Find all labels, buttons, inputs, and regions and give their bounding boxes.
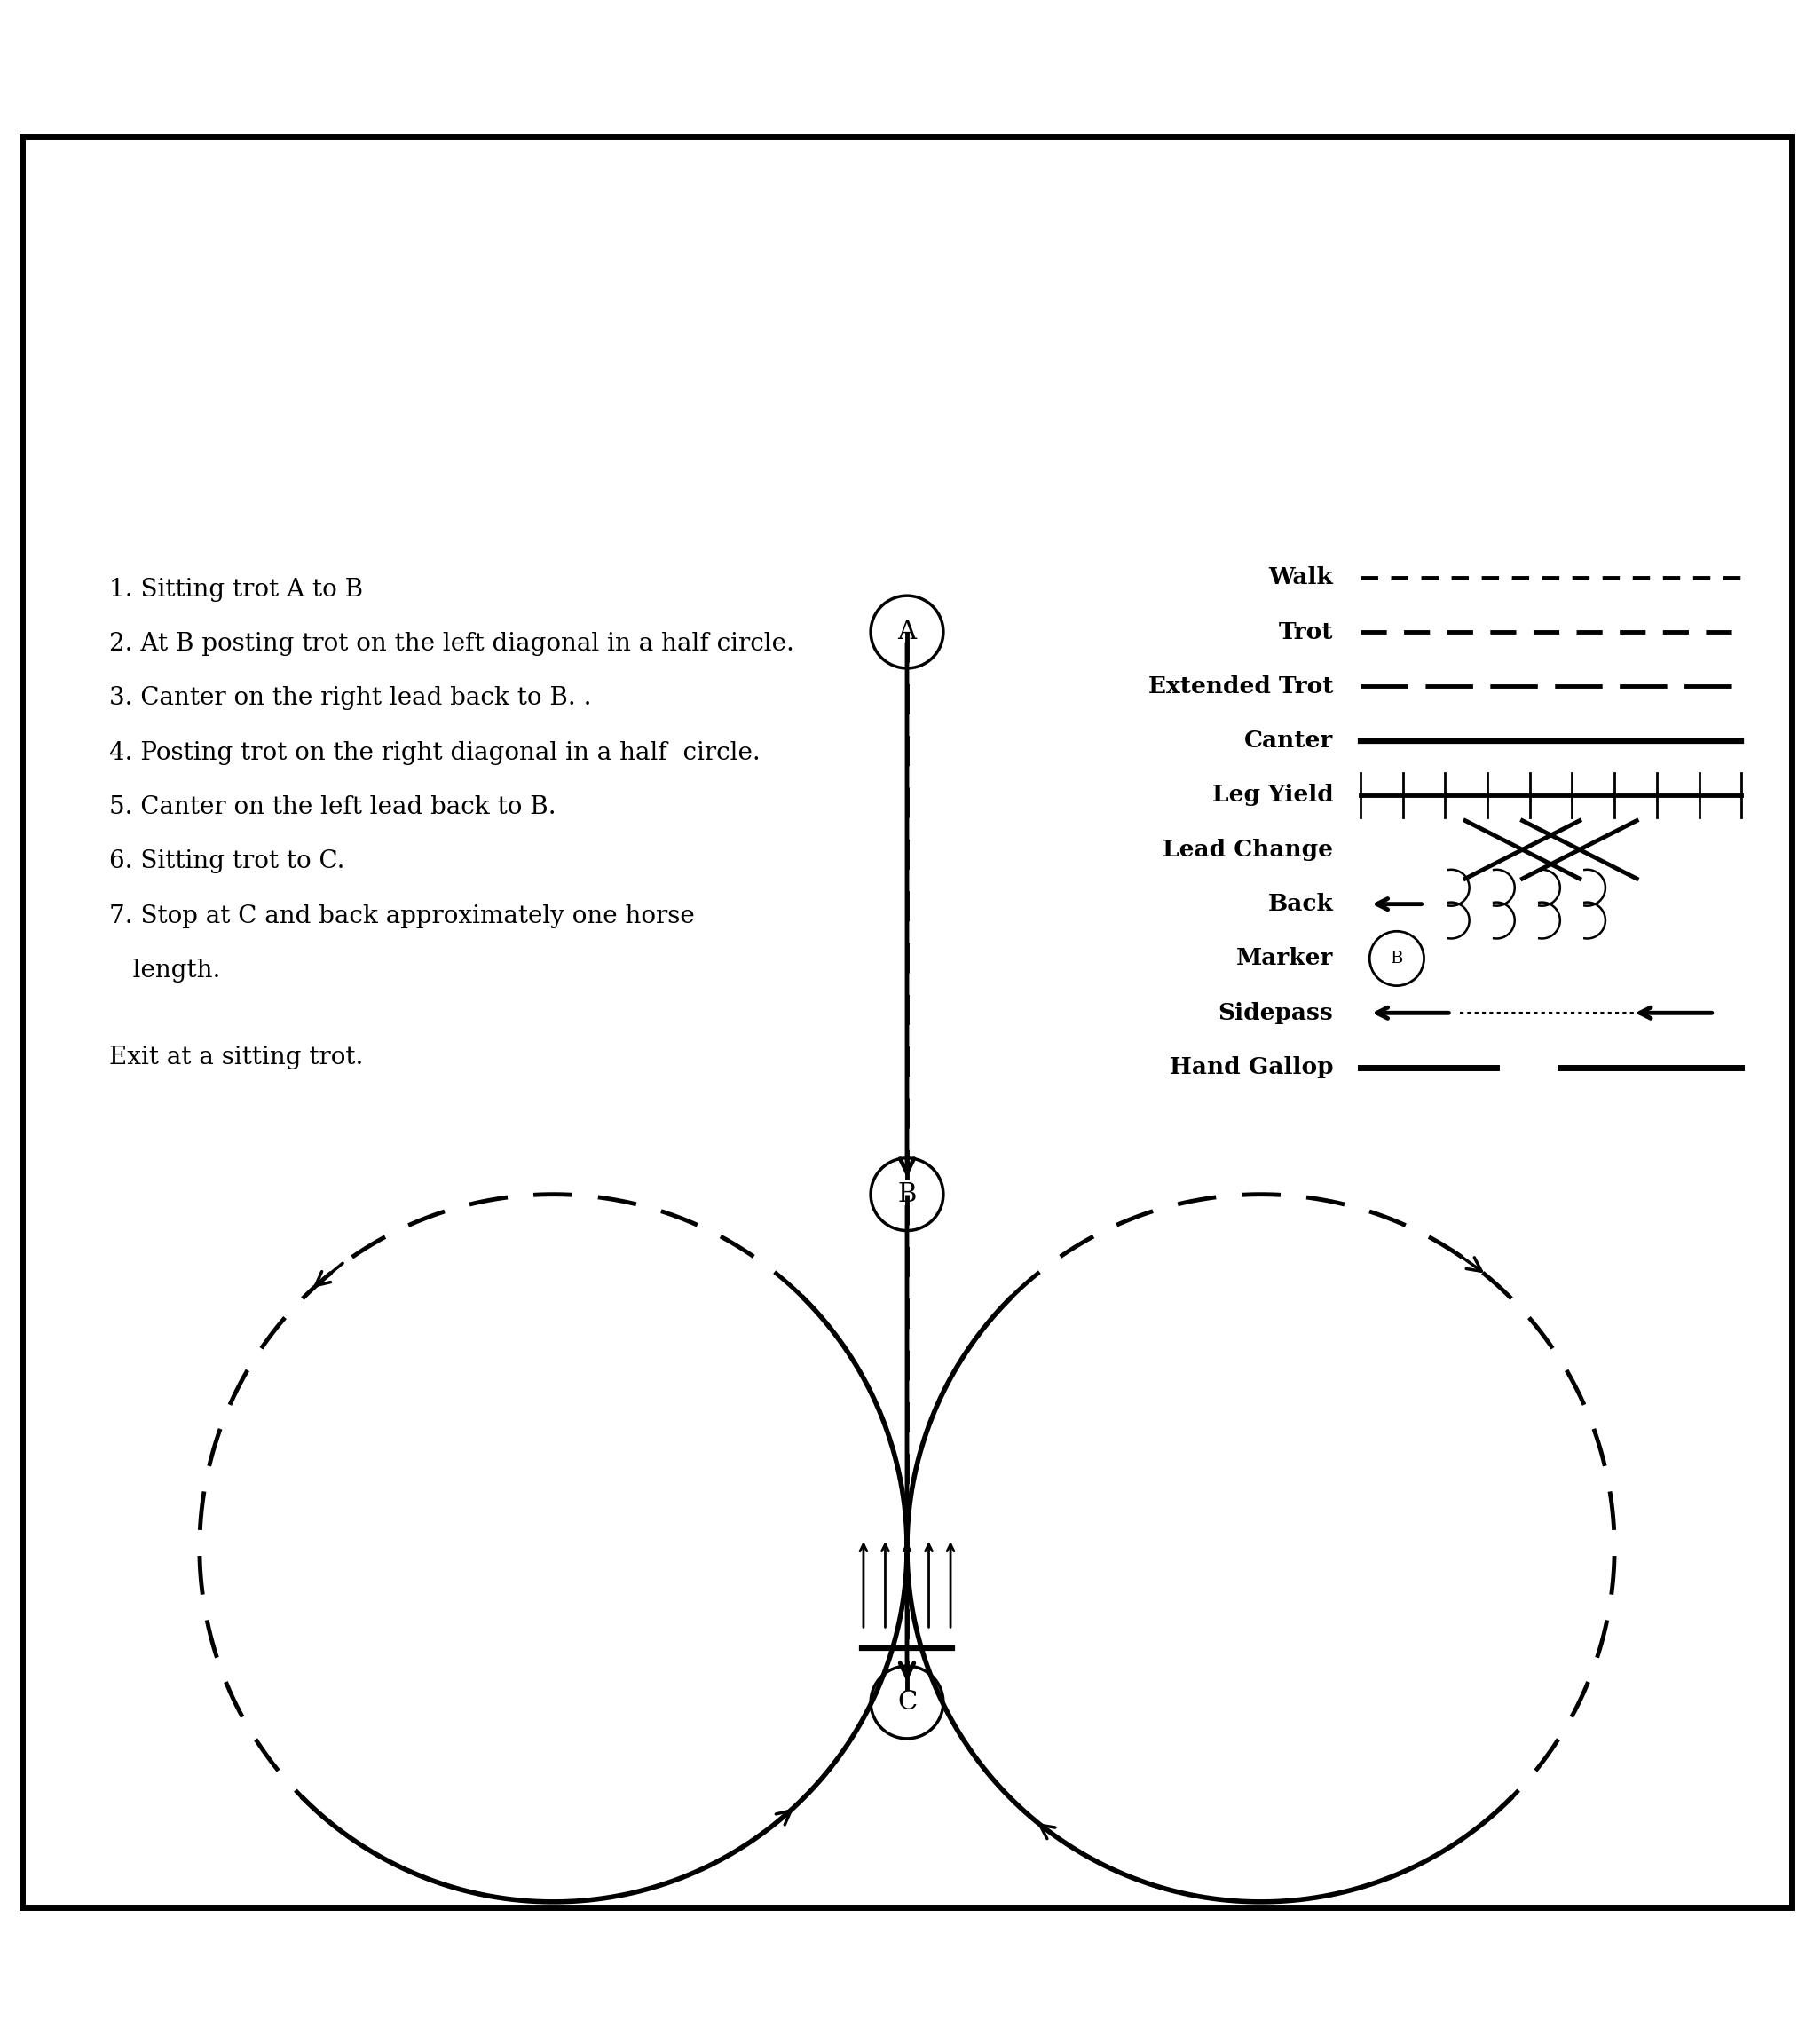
Text: Exit at a sitting trot.: Exit at a sitting trot. [109, 1047, 363, 1069]
Text: 2. At B posting trot on the left diagonal in a half circle.: 2. At B posting trot on the left diagona… [109, 632, 795, 656]
Text: Trot: Trot [1279, 621, 1333, 644]
Text: 1. Sitting trot A to B: 1. Sitting trot A to B [109, 578, 363, 601]
Text: 7. Stop at C and back approximately one horse: 7. Stop at C and back approximately one … [109, 903, 695, 928]
Text: Marker: Marker [1235, 948, 1333, 969]
Text: Walk: Walk [1268, 566, 1333, 589]
Text: Leg Yield: Leg Yield [1212, 785, 1333, 805]
Text: C: C [898, 1690, 916, 1715]
Text: 6. Sitting trot to C.: 6. Sitting trot to C. [109, 850, 345, 873]
Text: Canter: Canter [1244, 730, 1333, 752]
Text: Lead Change: Lead Change [1163, 838, 1333, 861]
Text: Hand Gallop: Hand Gallop [1170, 1057, 1333, 1079]
Text: B: B [898, 1181, 916, 1206]
Text: A: A [898, 619, 916, 644]
Text: B: B [1390, 950, 1404, 967]
Text: Back: Back [1268, 893, 1333, 916]
Text: 5. Canter on the left lead back to B.: 5. Canter on the left lead back to B. [109, 795, 555, 820]
Text: Sidepass: Sidepass [1219, 1002, 1333, 1024]
Text: length.: length. [109, 959, 219, 983]
Text: 3. Canter on the right lead back to B. .: 3. Canter on the right lead back to B. . [109, 687, 591, 711]
Text: Extended Trot: Extended Trot [1148, 675, 1333, 697]
Text: 4. Posting trot on the right diagonal in a half  circle.: 4. Posting trot on the right diagonal in… [109, 740, 760, 764]
